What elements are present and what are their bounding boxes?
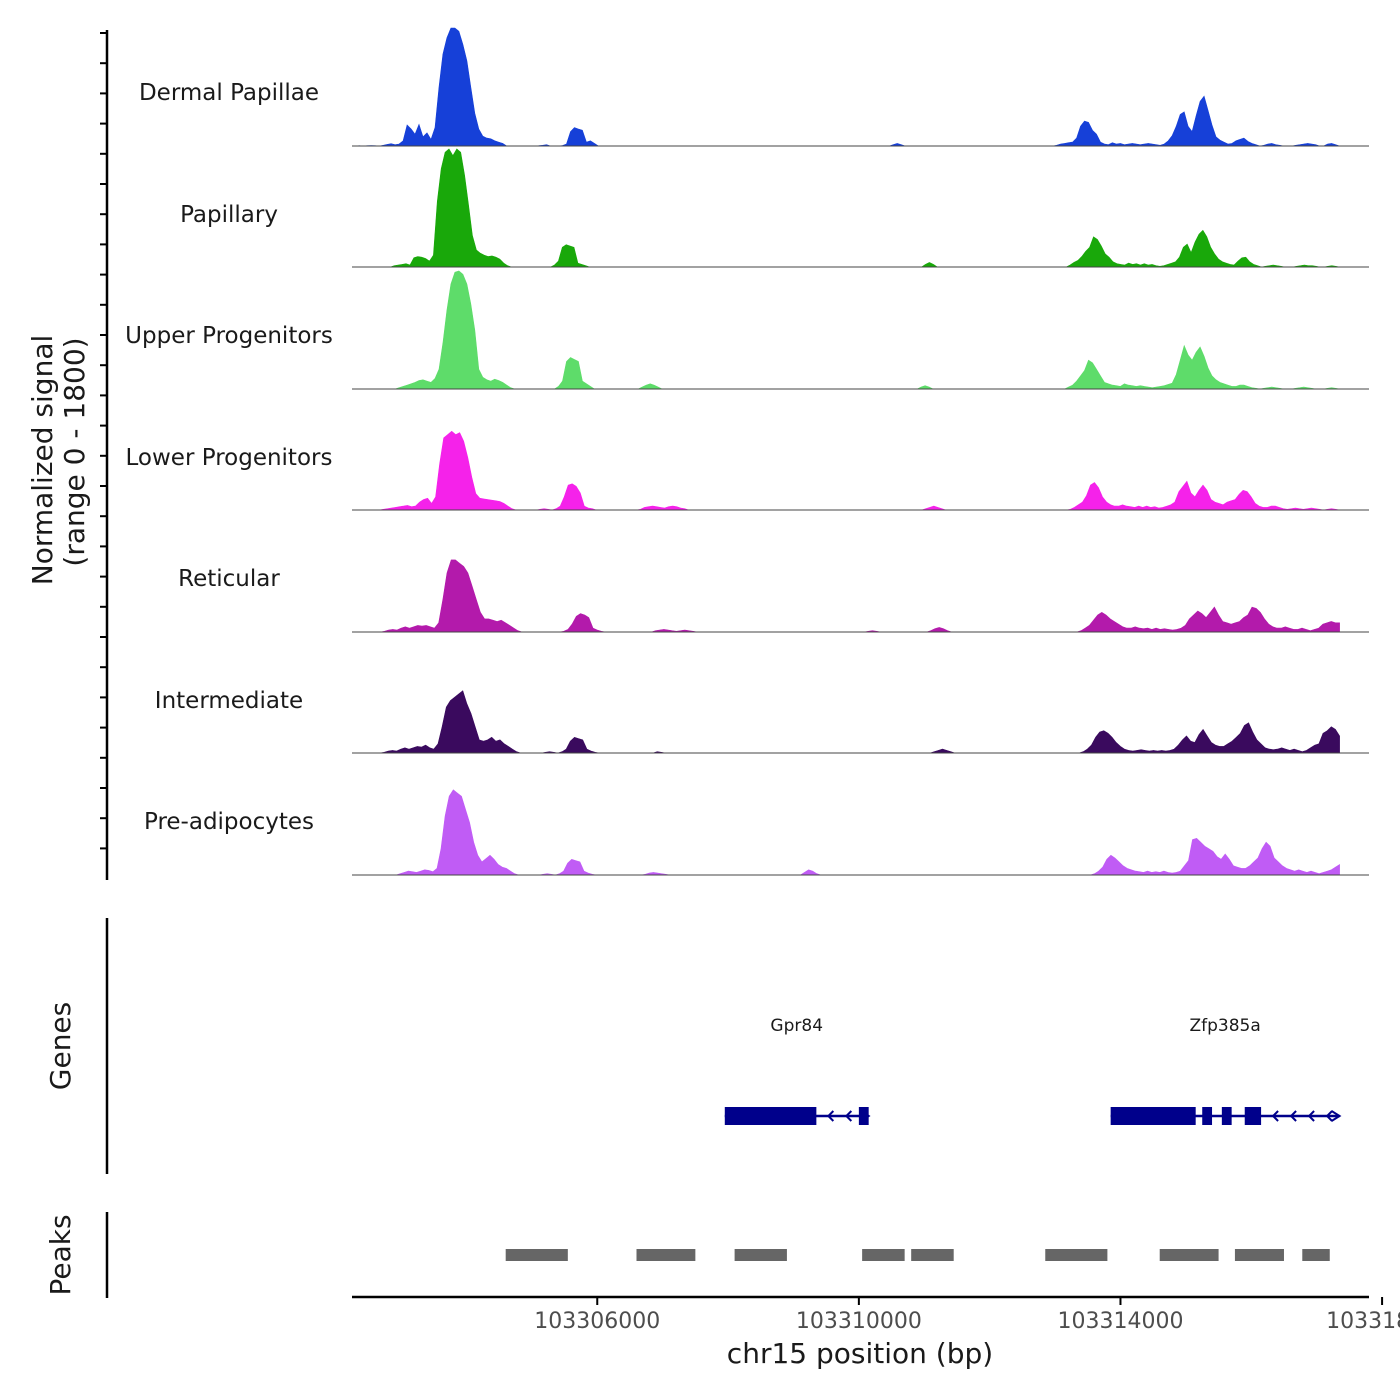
- gene-annotations: Gpr84 Zfp385a: [724, 1016, 1342, 1125]
- gene-name-label: Zfp385a: [1189, 1016, 1260, 1036]
- strand-arrow: [1325, 1110, 1333, 1122]
- strand-arrow: [1289, 1110, 1297, 1122]
- x-axis-label: chr15 position (bp): [727, 1337, 993, 1370]
- track-upper-progenitors: Upper Progenitors: [125, 270, 1369, 390]
- gene-zfp385a: Zfp385a: [1110, 1016, 1342, 1125]
- peak-bar: [505, 1249, 568, 1261]
- signal-tracks: Dermal Papillae Papillary Upper Progenitor…: [125, 27, 1369, 876]
- peak-bar: [636, 1249, 696, 1261]
- track-lower-progenitors: Lower Progenitors: [126, 430, 1369, 511]
- track-papillary: Papillary: [180, 148, 1369, 268]
- track-signal-area: [355, 27, 1340, 147]
- gene-exon: [1110, 1107, 1196, 1125]
- track-signal-area: [355, 559, 1340, 633]
- strand-arrow: [844, 1110, 853, 1122]
- track-intermediate: Intermediate: [155, 688, 1369, 754]
- peak-bar: [1234, 1249, 1284, 1261]
- gene-end-arrow: [1331, 1110, 1342, 1122]
- track-reticular: Reticular: [178, 559, 1369, 633]
- strand-arrow: [826, 1110, 835, 1122]
- gene-exon: [1244, 1107, 1262, 1125]
- gene-end-arrow: [860, 1110, 871, 1122]
- strand-arrow: [1307, 1110, 1315, 1122]
- peak-regions: [505, 1249, 1330, 1261]
- y-axis-label-line1: Normalized signal: [26, 335, 59, 586]
- track-label: Lower Progenitors: [126, 445, 333, 471]
- track-label: Reticular: [178, 566, 280, 592]
- gene-exon: [1221, 1107, 1232, 1125]
- gene-exon: [858, 1107, 869, 1125]
- peak-bar: [862, 1249, 905, 1261]
- gene-exon: [1202, 1107, 1213, 1125]
- gene-exon: [724, 1107, 817, 1125]
- track-dermal-papillae: Dermal Papillae: [139, 27, 1369, 147]
- track-signal-area: [355, 690, 1340, 754]
- gene-name-label: Gpr84: [770, 1016, 823, 1036]
- peak-bar: [1045, 1249, 1108, 1261]
- x-tick-label: 103306000: [534, 1309, 660, 1334]
- peaks-panel-label: Peaks: [44, 1214, 77, 1295]
- x-tick-label: 10331800: [1326, 1309, 1400, 1334]
- strand-arrow: [1271, 1110, 1279, 1122]
- peak-bar: [1159, 1249, 1219, 1261]
- track-signal-area: [355, 270, 1340, 390]
- x-axis-ticks: 103306000 103310000 103314000 10331800: [534, 1297, 1400, 1334]
- track-label: Intermediate: [155, 688, 303, 714]
- x-tick-label: 103310000: [796, 1309, 922, 1334]
- track-label: Papillary: [180, 202, 278, 228]
- peak-bar: [911, 1249, 954, 1261]
- track-pre-adipocytes: Pre-adipocytes: [144, 789, 1369, 876]
- track-label: Upper Progenitors: [125, 323, 333, 349]
- track-label: Pre-adipocytes: [144, 809, 314, 835]
- y-axis-label-line2: (range 0 - 1800): [58, 337, 91, 566]
- genes-panel-label: Genes: [44, 1002, 77, 1090]
- peak-bar: [1302, 1249, 1330, 1261]
- signal-y-axis: [100, 30, 109, 880]
- peak-bar: [734, 1249, 787, 1261]
- gene-gpr84: Gpr84: [724, 1016, 871, 1125]
- x-tick-label: 103314000: [1057, 1309, 1183, 1334]
- track-signal-area: [355, 789, 1340, 876]
- track-label: Dermal Papillae: [139, 80, 319, 106]
- track-signal-area: [355, 430, 1340, 511]
- track-signal-area: [355, 148, 1340, 268]
